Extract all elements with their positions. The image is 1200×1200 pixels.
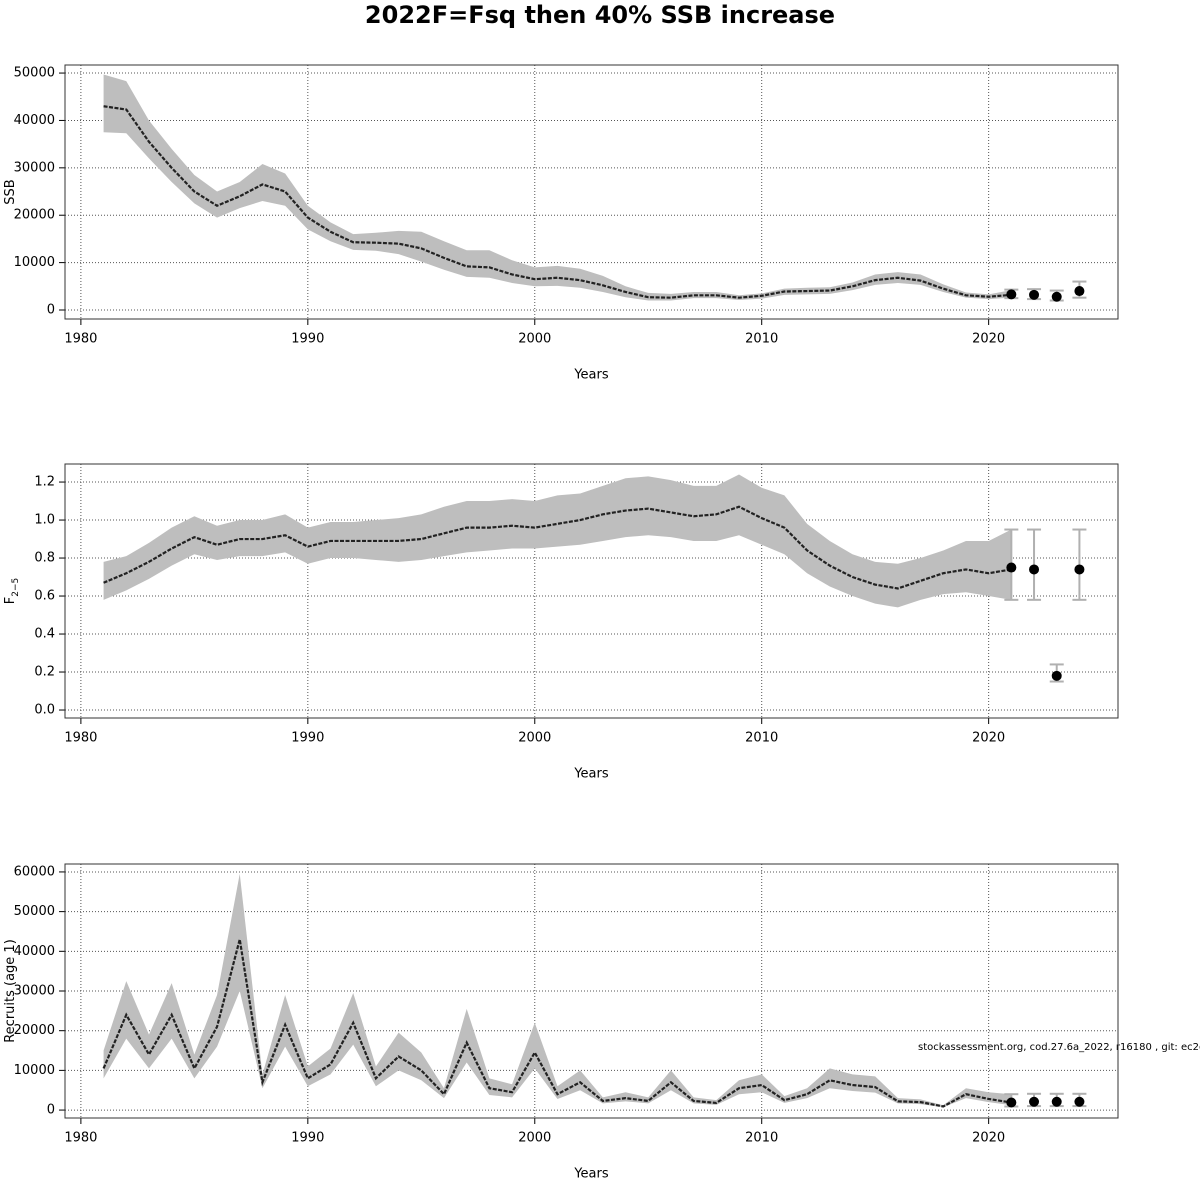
plot-frame [64, 64, 1119, 320]
confidence-band [103, 474, 1012, 608]
y-tick-label: 0.0 [34, 703, 55, 718]
y-tick-label: 40000 [14, 113, 55, 128]
forecast-point [1051, 670, 1062, 681]
x-axis-label: Years [573, 767, 609, 782]
y-tick-label: 50000 [14, 66, 55, 81]
x-tick-label: 2010 [745, 731, 778, 746]
plot-frame [64, 463, 1119, 719]
forecast-point [1006, 1097, 1017, 1108]
y-tick-label: 50000 [14, 904, 55, 919]
x-tick-label: 1980 [64, 1131, 97, 1146]
y-tick-label: 20000 [14, 1023, 55, 1038]
x-tick-label: 2020 [972, 1131, 1005, 1146]
y-axis-label-main: F [3, 597, 18, 604]
y-tick-label: 30000 [14, 984, 55, 999]
forecast-point [1074, 564, 1085, 575]
x-tick-label: 2000 [518, 731, 551, 746]
x-tick-label: 2010 [745, 1131, 778, 1146]
x-tick-label: 1980 [64, 731, 97, 746]
x-tick-label: 2010 [745, 332, 778, 347]
confidence-band [103, 74, 1012, 301]
x-tick-label: 1990 [291, 731, 324, 746]
estimate-line [103, 505, 1012, 590]
forecast-point [1051, 1096, 1062, 1107]
x-tick-label: 2020 [972, 731, 1005, 746]
y-axis-label-main: SSB [3, 179, 18, 204]
y-tick-label: 0.6 [34, 589, 55, 604]
x-axis-label: Years [573, 368, 609, 383]
y-axis-label-main: Recruits (age 1) [3, 939, 18, 1043]
forecast-point [1006, 562, 1017, 573]
estimate-line [103, 105, 1012, 299]
forecast-point [1074, 1096, 1085, 1107]
y-tick-label: 40000 [14, 944, 55, 959]
y-tick-label: 0.8 [34, 551, 55, 566]
y-tick-label: 0 [47, 302, 55, 317]
x-tick-label: 1980 [64, 332, 97, 347]
y-tick-label: 20000 [14, 208, 55, 223]
y-tick-label: 60000 [14, 864, 55, 879]
x-tick-label: 2000 [518, 332, 551, 347]
estimate-line [102, 939, 1012, 1108]
forecast-point [1029, 1096, 1040, 1107]
x-tick-label: 1990 [291, 332, 324, 347]
y-tick-label: 10000 [14, 1063, 55, 1078]
forecast-point [1029, 564, 1040, 575]
y-tick-label: 0.4 [34, 627, 55, 642]
y-axis-label: Recruits (age 1) [3, 939, 18, 1043]
y-tick-label: 1.0 [34, 513, 55, 528]
plot-frame [64, 863, 1119, 1119]
forecast-point [1051, 291, 1062, 302]
x-tick-label: 1990 [291, 1131, 324, 1146]
y-tick-label: 0 [47, 1103, 55, 1118]
chart-title: 2022F=Fsq then 40% SSB increase [365, 1, 835, 29]
x-tick-label: 2000 [518, 1131, 551, 1146]
y-tick-label: 0.2 [34, 665, 55, 680]
footnote: stockassessment.org, cod.27.6a_2022, r16… [918, 1042, 1200, 1053]
y-axis-label: F2−5 [3, 578, 21, 604]
y-tick-label: 10000 [14, 255, 55, 270]
x-tick-label: 2020 [972, 332, 1005, 347]
forecast-point [1006, 289, 1017, 300]
x-axis-label: Years [573, 1167, 609, 1182]
y-tick-label: 30000 [14, 160, 55, 175]
y-axis-label-sub: 2−5 [11, 578, 21, 597]
y-axis-label: SSB [3, 179, 18, 204]
y-tick-label: 1.2 [34, 475, 55, 490]
forecast-point [1029, 289, 1040, 300]
confidence-band [103, 873, 1012, 1108]
forecast-point [1074, 286, 1085, 297]
